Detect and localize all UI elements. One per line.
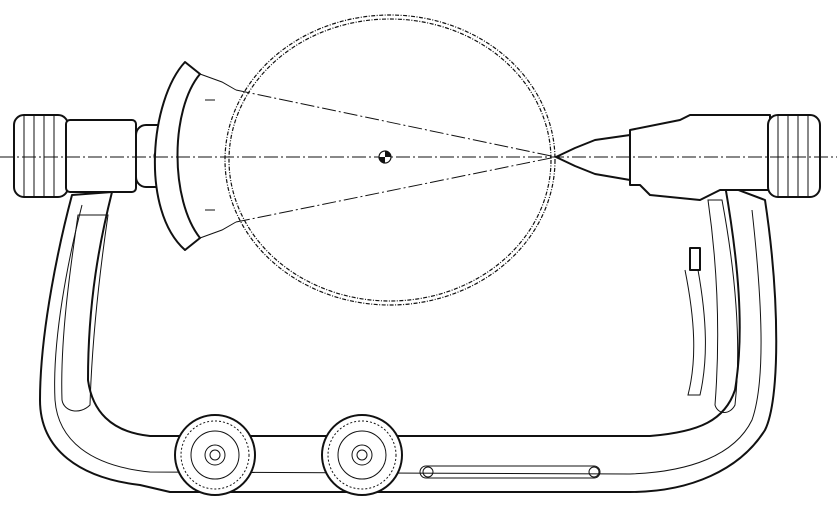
right-pin bbox=[555, 134, 631, 181]
head-outline-inner bbox=[228, 18, 552, 302]
knob bbox=[321, 414, 403, 496]
knob-ridges bbox=[23, 115, 55, 197]
head-outline bbox=[224, 14, 556, 306]
left-pin-arc bbox=[153, 61, 201, 251]
left-knob bbox=[13, 114, 69, 198]
left-pins bbox=[199, 73, 237, 239]
frame-inner bbox=[54, 204, 762, 475]
knob-ridges bbox=[777, 115, 809, 197]
left-housing bbox=[65, 119, 137, 193]
screw bbox=[588, 466, 600, 478]
frame bbox=[39, 184, 778, 493]
screw bbox=[422, 466, 434, 478]
right-knob bbox=[767, 114, 821, 198]
projection-line bbox=[235, 156, 557, 223]
center-marker bbox=[378, 150, 392, 164]
right-grip bbox=[707, 199, 739, 413]
projection-line bbox=[235, 89, 557, 158]
knob bbox=[174, 414, 256, 496]
right-bracket bbox=[689, 247, 701, 271]
slot bbox=[419, 465, 601, 479]
right-arm bbox=[684, 269, 706, 396]
left-grip bbox=[61, 214, 109, 412]
